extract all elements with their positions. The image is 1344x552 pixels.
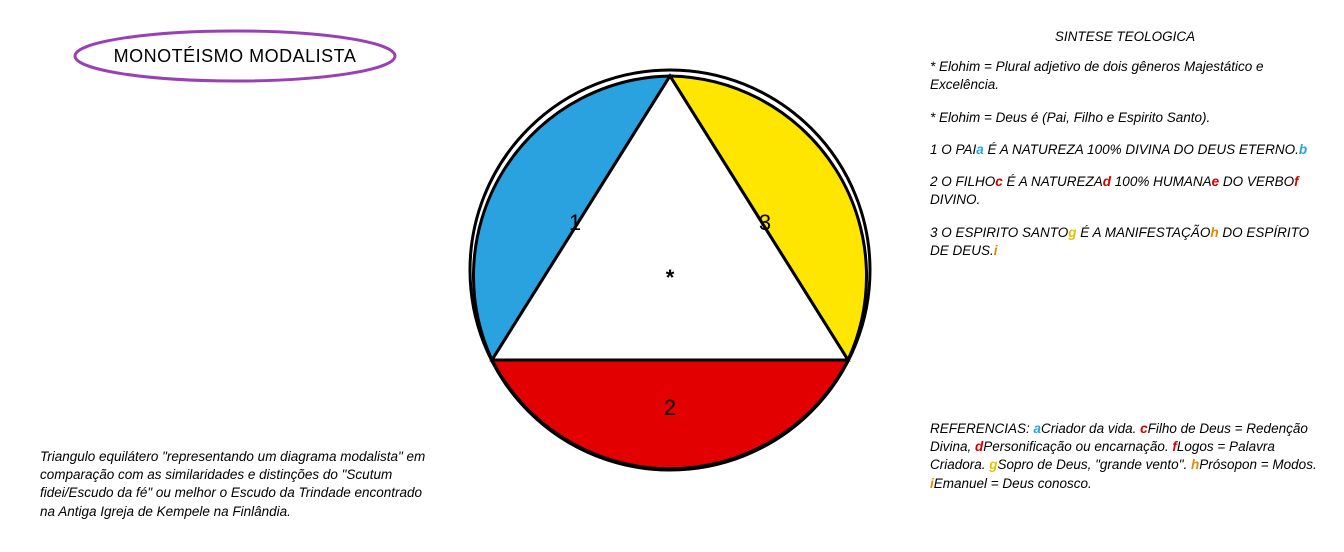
ref-d-icon: d (1103, 174, 1111, 189)
l2-m1: É A NATUREZA (1003, 174, 1103, 189)
l1-mid: É A NATUREZA 100% DIVINA DO DEUS ETERNO. (984, 142, 1299, 157)
ref-h-icon: h (1210, 225, 1218, 240)
l2-pre: 2 O FILHO (930, 174, 995, 189)
ref-f-icon: f (1294, 174, 1299, 189)
refs-a-text: Criador da vida. (1041, 421, 1140, 436)
stage: MONOTÉISMO MODALISTA 1 2 3 * Triangulo e… (0, 0, 1344, 552)
trinity-diagram: 1 2 3 * (460, 60, 880, 480)
refs-a-key: a (1034, 421, 1042, 436)
synthesis-column: SINTESE TEOLOGICA * Elohim = Plural adje… (930, 28, 1320, 274)
title-ellipse: MONOTÉISMO MODALISTA (70, 28, 400, 84)
refs-g-text: Sopro de Deus, "grande vento". (998, 457, 1191, 472)
caption-text: Triangulo equilátero "representando um d… (40, 448, 440, 521)
segment-label-1: 1 (569, 210, 581, 235)
synthesis-heading: SINTESE TEOLOGICA (930, 28, 1320, 46)
l1-pre: 1 O PAI (930, 142, 976, 157)
refs-h-key: h (1191, 457, 1199, 472)
refs-h-text: Prósopon = Modos. (1199, 457, 1316, 472)
ref-e-icon: e (1212, 174, 1220, 189)
l2-m2: 100% HUMANA (1111, 174, 1212, 189)
refs-lead: REFERENCIAS: (930, 421, 1034, 436)
ref-a-icon: a (976, 142, 984, 157)
refs-c-key: c (1140, 421, 1148, 436)
l3-m1: É A MANIFESTAÇÃO (1077, 225, 1211, 240)
l2-m3: DO VERBO (1219, 174, 1294, 189)
refs-g-key: g (989, 457, 997, 472)
ref-g-icon: g (1068, 225, 1076, 240)
refs-i-text: Emanuel = Deus conosco. (934, 476, 1092, 491)
refs-d-text: Personificação ou encarnação. (983, 439, 1172, 454)
synthesis-line-1: 1 O PAIa É A NATUREZA 100% DIVINA DO DEU… (930, 141, 1320, 159)
l2-m4: DIVINO. (930, 192, 980, 207)
segment-label-2: 2 (664, 395, 676, 420)
synthesis-line-3: 3 O ESPIRITO SANTOg É A MANIFESTAÇÃOh DO… (930, 224, 1320, 260)
ref-i-icon: i (994, 243, 998, 258)
title-text: MONOTÉISMO MODALISTA (70, 28, 400, 84)
synthesis-p1: * Elohim = Plural adjetivo de dois gêner… (930, 58, 1320, 94)
ref-b-icon: b (1299, 142, 1307, 157)
synthesis-p2: * Elohim = Deus é (Pai, Filho e Espirito… (930, 109, 1320, 127)
synthesis-line-2: 2 O FILHOc É A NATUREZAd 100% HUMANAe DO… (930, 173, 1320, 209)
references-block: REFERENCIAS: aCriador da vida. cFilho de… (930, 420, 1320, 493)
center-asterisk: * (666, 265, 675, 290)
segment-label-3: 3 (759, 210, 771, 235)
ref-c-icon: c (995, 174, 1003, 189)
l3-pre: 3 O ESPIRITO SANTO (930, 225, 1068, 240)
